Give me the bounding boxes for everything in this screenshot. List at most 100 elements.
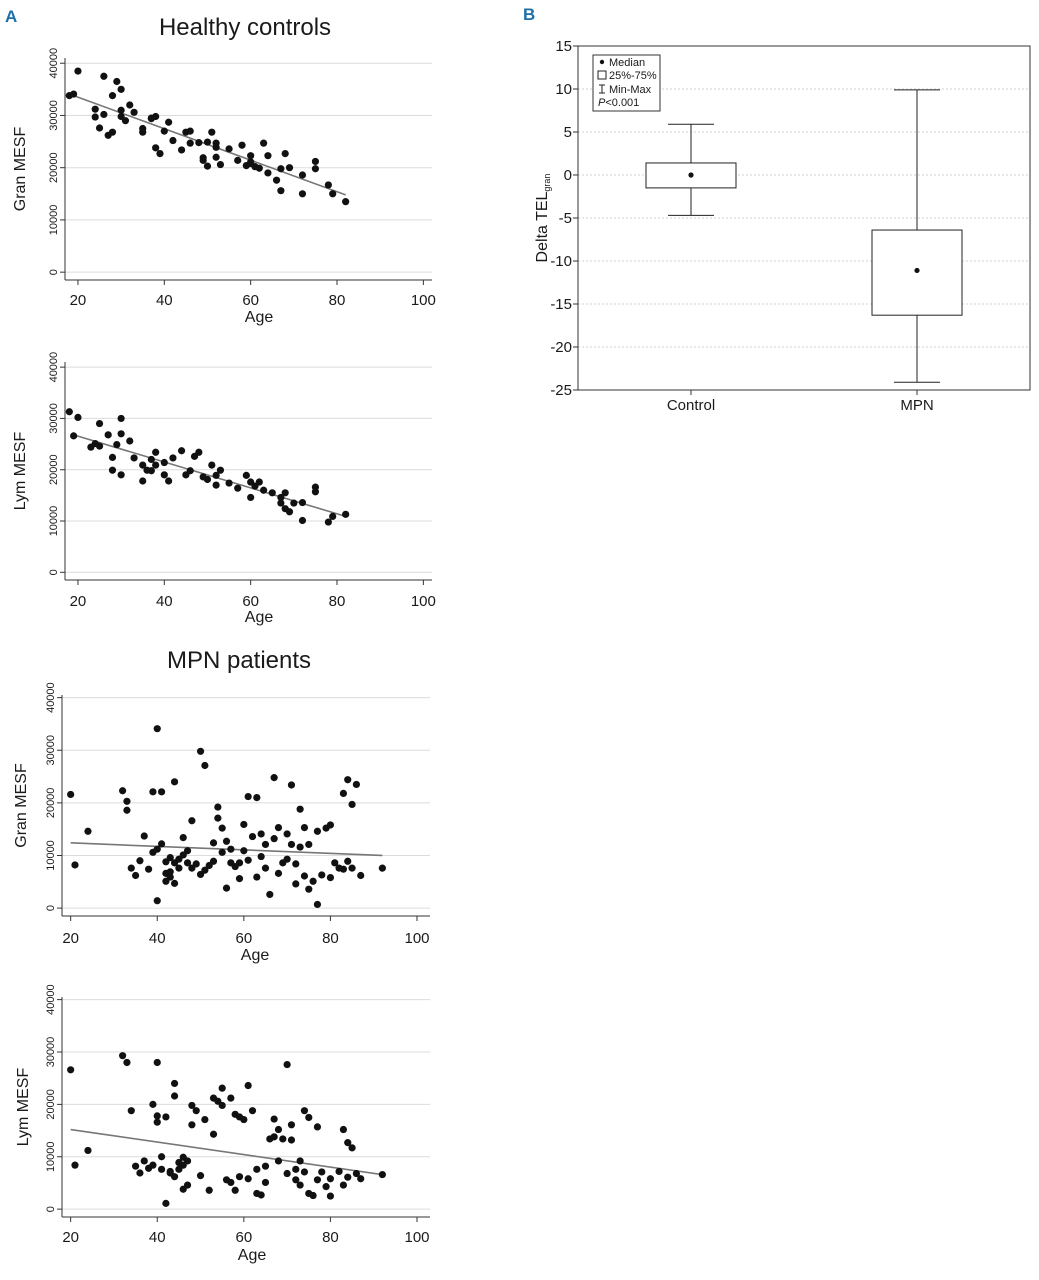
data-point (298, 190, 307, 198)
data-point (160, 458, 168, 467)
y-axis-label: Gran MESF (13, 763, 30, 848)
data-point (296, 1157, 304, 1165)
data-point (67, 1066, 75, 1074)
data-point (152, 461, 160, 469)
data-point (296, 843, 304, 851)
data-point (324, 181, 332, 189)
y-tick-label: 30000 (45, 735, 57, 766)
median-marker (688, 172, 694, 178)
data-point (201, 761, 209, 770)
data-point (311, 157, 320, 166)
data-point (326, 821, 335, 829)
data-point (203, 475, 212, 484)
data-point (186, 139, 194, 147)
x-tick-label: 40 (149, 1229, 166, 1246)
data-point (123, 1058, 131, 1067)
y-tick-label: -25 (550, 382, 572, 399)
data-point (95, 442, 104, 450)
data-point (313, 1123, 322, 1131)
legend-minmax-label: Min-Max (609, 84, 652, 96)
data-point (74, 413, 82, 421)
data-point (153, 1118, 161, 1126)
data-point (212, 153, 220, 161)
data-point (247, 158, 255, 166)
data-point (208, 128, 216, 136)
data-point (279, 1135, 287, 1143)
y-tick-label: 20000 (48, 152, 60, 183)
data-point (287, 1121, 296, 1129)
healthy-controls-title: Healthy controls (159, 14, 331, 41)
y-axis-label: Lym MESF (15, 1068, 32, 1147)
data-point (227, 1094, 235, 1102)
data-point (212, 471, 220, 479)
data-point (153, 1112, 161, 1120)
data-point (188, 817, 196, 825)
y-tick-label: 10000 (48, 205, 60, 236)
data-point (132, 1162, 140, 1170)
y-tick-label: -15 (550, 296, 572, 313)
data-point (196, 1172, 205, 1180)
data-point (121, 117, 130, 125)
data-point (166, 873, 174, 881)
data-point (235, 1173, 244, 1181)
legend-box (592, 54, 661, 112)
data-point (352, 780, 360, 789)
data-point (255, 478, 263, 486)
y-tick-label: 0 (45, 1206, 57, 1212)
data-point (277, 493, 285, 502)
data-point (104, 431, 112, 439)
data-point (177, 146, 186, 154)
data-point (170, 1079, 179, 1088)
data-point (260, 486, 268, 494)
panel-label-a: A (5, 7, 17, 26)
data-point (216, 466, 225, 474)
data-point (300, 872, 309, 880)
data-point (201, 866, 209, 874)
data-point (165, 477, 173, 485)
data-point (126, 437, 134, 445)
data-point (287, 781, 296, 789)
data-point (166, 853, 174, 862)
data-point (300, 1168, 309, 1176)
x-tick-label: 100 (404, 1229, 429, 1246)
data-point (344, 1173, 352, 1181)
data-point (218, 1101, 226, 1110)
y-tick-label: 30000 (48, 100, 60, 131)
data-point (162, 1113, 170, 1121)
data-point (335, 1167, 343, 1176)
y-tick-label: 0 (48, 269, 60, 275)
x-tick-label: 60 (242, 292, 259, 309)
data-point (170, 778, 179, 786)
data-point (67, 790, 75, 799)
data-point (357, 871, 365, 880)
data-point (378, 864, 386, 872)
x-tick-label: 80 (322, 930, 339, 947)
y-tick-label: 15 (555, 38, 572, 55)
data-point (140, 832, 148, 840)
panel-label-b: B (523, 5, 535, 24)
data-point (240, 1115, 248, 1124)
data-point (214, 814, 222, 822)
data-point (292, 880, 300, 888)
data-point (218, 1084, 226, 1092)
data-point (329, 190, 337, 198)
data-point (313, 827, 322, 835)
data-point (313, 1176, 322, 1184)
data-point (339, 789, 348, 797)
x-tick-label: 20 (62, 930, 79, 947)
data-point (195, 139, 203, 147)
y-tick-label: 40000 (48, 48, 60, 79)
data-point (186, 127, 194, 135)
data-point (260, 139, 268, 147)
data-point (147, 467, 155, 475)
data-point (268, 489, 276, 497)
y-tick-label: 10 (555, 81, 572, 98)
x-tick-label: 100 (411, 292, 436, 309)
data-point (70, 90, 78, 98)
data-point (222, 837, 231, 845)
x-tick-label: 80 (329, 593, 346, 610)
data-point (247, 152, 255, 160)
data-point (352, 1169, 360, 1178)
x-axis-label: Age (245, 609, 274, 626)
